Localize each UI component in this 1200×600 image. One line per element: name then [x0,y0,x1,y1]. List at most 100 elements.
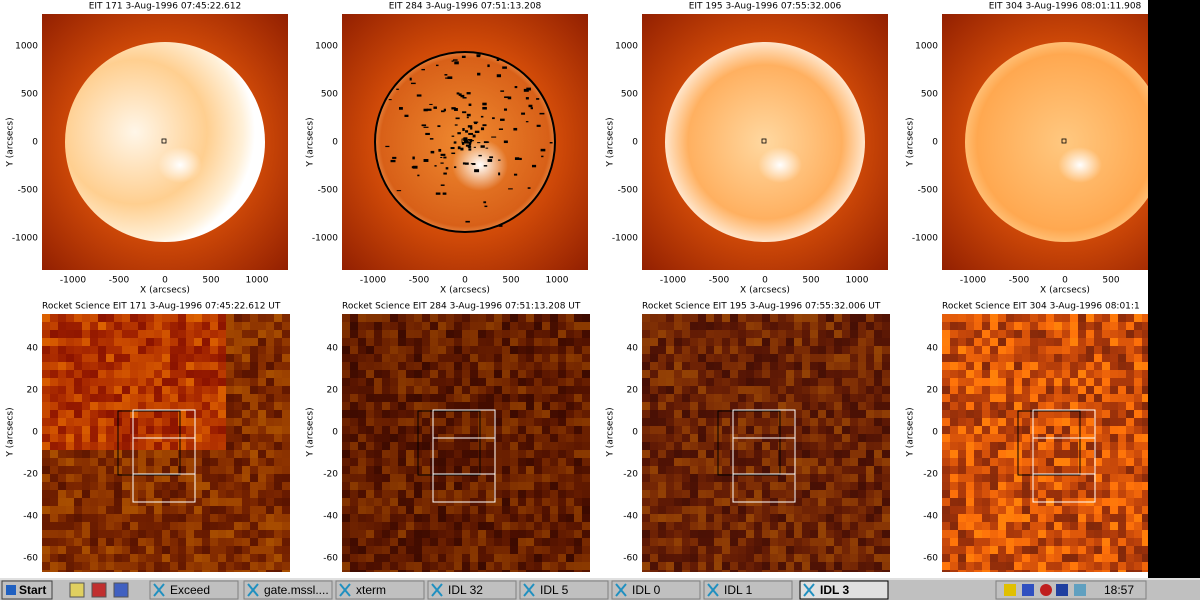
pixel [566,554,574,562]
tray-icon[interactable] [1056,584,1068,596]
task-label[interactable]: IDL 5 [540,583,569,597]
pixel [558,314,566,322]
pixel [1078,514,1086,522]
pixel [666,546,674,554]
pixel [382,378,390,386]
task-label[interactable]: gate.mssl.... [264,583,329,597]
pixel [138,402,146,410]
task-label[interactable]: IDL 3 [820,583,849,597]
pixel [414,378,422,386]
pixel [218,314,226,322]
task-button[interactable] [335,580,425,600]
pixel [958,354,966,362]
task-button[interactable] [427,580,517,600]
pixel [698,522,706,530]
y-tick-label: -500 [318,186,339,196]
pixel [462,410,470,418]
pixel [566,426,574,434]
pixel [1006,314,1014,322]
pixel [242,434,250,442]
pixel [242,482,250,490]
y-tick-label: 20 [327,386,339,396]
pixel [486,378,494,386]
pixel [1006,490,1014,498]
pixel [210,498,218,506]
pixel [146,490,154,498]
pixel [850,450,858,458]
pixel [462,370,470,378]
tray-icon[interactable] [1074,584,1086,596]
pixel [642,386,650,394]
start-button[interactable]: Start [1,580,53,600]
pixel [226,346,234,354]
pixel [138,394,146,402]
pixel [650,402,658,410]
pixel [478,402,486,410]
pixel [770,370,778,378]
pixel [982,354,990,362]
pixel [786,378,794,386]
task-button[interactable] [519,580,609,600]
pixel [242,410,250,418]
task-label[interactable]: Exceed [170,583,210,597]
quick-launch-icon[interactable] [113,582,129,598]
pixel [722,338,730,346]
task-button[interactable] [611,580,701,600]
pixel [266,386,274,394]
pixel [74,546,82,554]
pixel [690,426,698,434]
pixel [658,482,666,490]
pixel [366,394,374,402]
pixel [1054,338,1062,346]
pixel [534,402,542,410]
pixel [162,490,170,498]
task-label[interactable]: IDL 1 [724,583,753,597]
pixel [566,530,574,538]
pixel [42,386,50,394]
pixel [486,490,494,498]
pixel [650,442,658,450]
task-label[interactable]: xterm [356,583,386,597]
pixel [810,570,818,572]
pixel [66,490,74,498]
y-tick-label: 40 [927,344,939,354]
pixel [106,410,114,418]
pixel [1078,426,1086,434]
pixel [130,322,138,330]
start-label[interactable]: Start [19,583,46,597]
task-label[interactable]: IDL 32 [448,583,483,597]
pixel [74,490,82,498]
pixel [242,346,250,354]
pixel [226,522,234,530]
task-button[interactable] [243,580,333,600]
tray-icon[interactable] [1004,584,1016,596]
pixel [746,458,754,466]
pixel [866,458,874,466]
box-black [417,410,481,476]
pixel [122,402,130,410]
pixel [422,338,430,346]
task-button[interactable] [799,580,889,600]
task-label[interactable]: IDL 0 [632,583,661,597]
pixel [366,570,374,572]
contour-speck [443,108,446,112]
pixel [242,418,250,426]
pixel [998,498,1006,506]
pixel [154,386,162,394]
quick-launch-icon[interactable] [91,582,107,598]
pixel [462,522,470,530]
contour-speck [503,108,508,111]
pixel [90,410,98,418]
quick-launch-icon[interactable] [69,582,85,598]
contour-speck [466,92,471,95]
x-tick-label: 500 [202,276,219,286]
pixel [1022,498,1030,506]
pixel [794,434,802,442]
tray-icon[interactable] [1022,584,1034,596]
pixel [446,546,454,554]
task-button[interactable] [703,580,793,600]
pixel [982,546,990,554]
pixel [1070,314,1078,322]
tray-icon[interactable] [1040,584,1052,596]
task-button[interactable] [149,580,239,600]
